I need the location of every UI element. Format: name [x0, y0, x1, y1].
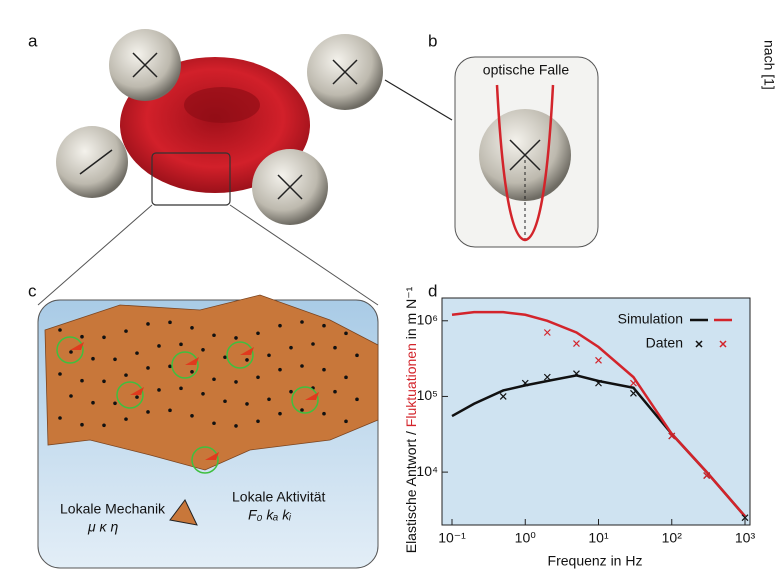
mesh-node — [58, 328, 62, 332]
mesh-node — [278, 368, 282, 372]
mesh-node — [333, 390, 337, 394]
mesh-node — [234, 336, 238, 340]
mesh-node — [157, 388, 161, 392]
figure: a b optische Falle nach [1] c Lokale Mec… — [0, 0, 782, 582]
y-axis-label: Elastische Antwort / Fluktuationen in m … — [403, 286, 419, 553]
mesh-node — [234, 424, 238, 428]
mesh-node — [113, 357, 117, 361]
mesh-node — [179, 343, 183, 347]
mesh-node — [256, 375, 260, 379]
mechanics-label: Lokale Mechanik — [60, 501, 166, 517]
mesh-node — [300, 320, 304, 324]
mesh-node — [124, 417, 128, 421]
mesh-node — [212, 421, 216, 425]
y-axis-label-part: in m N⁻¹ — [403, 286, 419, 343]
mechanics-params: μ κ η — [87, 519, 118, 535]
mesh-node — [267, 397, 271, 401]
x-tick-label: 10¹ — [588, 530, 609, 546]
source: nach [1] — [761, 40, 777, 90]
x-tick-label: 10⁰ — [515, 530, 537, 546]
mesh-node — [245, 358, 249, 362]
y-tick-label: 10⁴ — [416, 463, 438, 479]
mesh-node — [256, 331, 260, 335]
mesh-node — [168, 409, 172, 413]
mesh-node — [311, 342, 315, 346]
mesh-node — [267, 353, 271, 357]
activity-label: Lokale Aktivität — [232, 489, 325, 505]
mesh-node — [234, 380, 238, 384]
mesh-node — [69, 394, 73, 398]
mesh-node — [146, 322, 150, 326]
plot-background — [442, 298, 750, 525]
mesh-node — [355, 354, 359, 358]
illustration-b — [455, 57, 598, 247]
mesh-node — [300, 364, 304, 368]
x-tick-label: 10³ — [735, 530, 756, 546]
mesh-node — [344, 332, 348, 336]
y-tick-label: 10⁶ — [417, 311, 438, 327]
mesh-node — [135, 395, 139, 399]
mesh-node — [80, 379, 84, 383]
chart: 10⁻¹ 10⁰ 10¹ 10² 10³ 10⁴ 10⁵ 10⁶ Simulation Daten — [416, 298, 755, 546]
y-axis-label-part: Elastische Antwort / — [403, 427, 419, 553]
illustration-a — [38, 29, 452, 305]
mesh-node — [344, 376, 348, 380]
mesh-node — [355, 398, 359, 402]
mesh-node — [80, 335, 84, 339]
panel-label: b — [428, 31, 437, 50]
x-tick-label: 10² — [662, 530, 683, 546]
mesh-node — [245, 402, 249, 406]
mesh-node — [179, 387, 183, 391]
mesh-node — [91, 357, 95, 361]
mesh-node — [80, 423, 84, 427]
mesh-node — [69, 350, 73, 354]
mesh-node — [223, 355, 227, 359]
mesh-node — [256, 419, 260, 423]
mesh-node — [212, 333, 216, 337]
mesh-node — [344, 420, 348, 424]
mesh-node — [58, 416, 62, 420]
mesh-node — [322, 368, 326, 372]
mesh-node — [278, 324, 282, 328]
mesh-node — [322, 324, 326, 328]
mesh-node — [289, 390, 293, 394]
mesh-node — [190, 370, 194, 374]
legend-label: Daten — [646, 335, 683, 351]
mesh-node — [91, 401, 95, 405]
mesh-node — [168, 321, 172, 325]
mesh-node — [58, 372, 62, 376]
x-tick-label: 10⁻¹ — [438, 530, 466, 546]
mesh-node — [124, 373, 128, 377]
panel-label: c — [28, 281, 37, 300]
legend-label: Simulation — [618, 311, 683, 327]
x-axis-label: Frequenz in Hz — [548, 553, 643, 569]
mesh-node — [102, 423, 106, 427]
trap-label: optische Falle — [483, 62, 570, 78]
mesh-node — [146, 410, 150, 414]
y-axis-label-part: Fluktuationen — [403, 343, 419, 427]
mesh-node — [333, 346, 337, 350]
mesh-node — [201, 392, 205, 396]
mesh-node — [157, 344, 161, 348]
mesh-node — [102, 335, 106, 339]
mesh-node — [190, 326, 194, 330]
mesh-node — [278, 412, 282, 416]
mesh-node — [300, 408, 304, 412]
mesh-node — [190, 414, 194, 418]
mesh-node — [124, 329, 128, 333]
activity-params: F₀ kₐ kᵢ — [248, 507, 291, 523]
panel-label: d — [428, 281, 437, 300]
panel-label: a — [28, 31, 38, 50]
y-tick-label: 10⁵ — [417, 387, 438, 403]
mesh-node — [212, 377, 216, 381]
mesh-node — [322, 412, 326, 416]
mesh-node — [102, 379, 106, 383]
mesh-node — [223, 399, 227, 403]
mesh-node — [289, 346, 293, 350]
mesh-node — [113, 401, 117, 405]
mesh-node — [201, 348, 205, 352]
mesh-node — [135, 351, 139, 355]
mesh-node — [146, 366, 150, 370]
